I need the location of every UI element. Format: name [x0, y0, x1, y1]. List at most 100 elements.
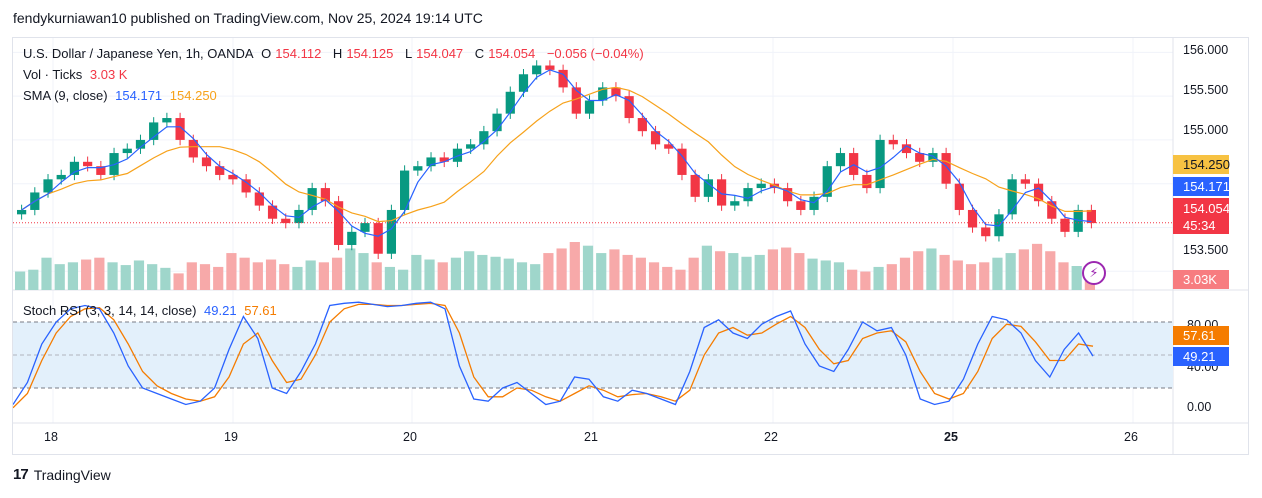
lightning-icon[interactable]: ⚡ — [1082, 261, 1106, 285]
volume-label[interactable]: Vol · Ticks — [23, 67, 83, 82]
candle-body — [135, 139, 146, 149]
stoch-d-value: 57.61 — [244, 303, 277, 318]
candle-body — [452, 148, 463, 162]
volume-bar — [886, 264, 897, 290]
candle-body — [558, 69, 568, 88]
candle-body — [505, 91, 515, 114]
candle-body — [690, 174, 700, 197]
volume-bar — [94, 257, 105, 290]
volume-bar — [490, 256, 501, 290]
volume-bar — [847, 269, 858, 290]
candle-body — [1007, 179, 1017, 215]
volume-bar — [569, 242, 580, 290]
time-tick: 22 — [764, 430, 778, 444]
candle-body — [598, 87, 608, 101]
time-tick: 20 — [403, 430, 417, 444]
volume-bar — [464, 251, 475, 290]
volume-bar — [1045, 251, 1056, 290]
close-label: C — [474, 46, 485, 61]
volume-bar — [450, 257, 462, 290]
volume-bar — [384, 266, 396, 290]
candle-body — [1073, 209, 1083, 232]
candle-body — [888, 139, 898, 145]
candle-body — [624, 96, 634, 119]
close-value: 154.054 — [488, 46, 536, 61]
volume-bar — [820, 260, 831, 290]
candle-body — [241, 179, 251, 193]
candle-body — [400, 170, 410, 210]
candle-body — [716, 179, 727, 206]
candle-body — [532, 65, 542, 75]
candle-body — [149, 122, 159, 140]
stoch-k-line — [13, 301, 1094, 406]
candle-body — [1047, 201, 1057, 219]
volume-bar — [794, 253, 805, 290]
volume-bar — [754, 254, 765, 290]
volume-bar — [781, 247, 792, 290]
volume-bar — [596, 253, 607, 290]
volume-bar — [398, 269, 409, 290]
candle-body — [17, 209, 27, 215]
candle-body — [875, 139, 885, 189]
volume-bar — [411, 254, 422, 290]
candle-body — [492, 113, 502, 132]
candle-body — [849, 153, 859, 175]
volume-bar — [926, 248, 937, 290]
volume-bar — [1058, 262, 1069, 290]
candle-body — [518, 74, 529, 92]
stoch-tick: 0.00 — [1187, 400, 1212, 414]
volume-bar — [503, 258, 514, 290]
candle-body — [637, 118, 647, 132]
volume-bar — [305, 260, 316, 290]
candle-body — [1060, 218, 1070, 232]
candle-body — [611, 87, 621, 97]
candle-body — [333, 201, 344, 245]
candle-body — [769, 183, 780, 189]
price-tick: 155.000 — [1183, 123, 1229, 137]
volume-bar — [741, 256, 752, 290]
candle-body — [320, 188, 330, 202]
volume-bar — [952, 260, 963, 290]
candle-body — [56, 174, 66, 180]
chart-area[interactable] — [12, 37, 1249, 455]
time-tick: 19 — [224, 430, 238, 444]
volume-bar — [279, 264, 290, 290]
candle-body — [466, 144, 476, 149]
volume-bar — [133, 260, 145, 290]
volume-bar — [358, 253, 369, 290]
volume-bar — [833, 262, 845, 290]
candle-body — [96, 166, 106, 175]
candle-body — [954, 183, 964, 210]
volume-bar — [913, 251, 924, 290]
volume-bar — [265, 259, 277, 290]
candle-body — [571, 87, 581, 114]
volume-bar — [635, 257, 646, 290]
volume-bar — [807, 258, 818, 290]
footer-brand[interactable]: 17 TradingView — [13, 466, 111, 483]
symbol-name[interactable]: U.S. Dollar / Japanese Yen, 1h, OANDA — [23, 46, 254, 61]
volume-bar — [609, 249, 620, 290]
volume-bar — [899, 257, 911, 290]
candle-body — [796, 201, 806, 210]
candle-body — [1020, 179, 1030, 184]
volume-bar — [213, 266, 224, 290]
volume-bar — [992, 257, 1003, 290]
candle-body — [835, 153, 846, 167]
candle-body — [809, 196, 819, 210]
volume-bar — [67, 262, 79, 290]
chart-svg[interactable] — [13, 38, 1248, 454]
volume-bar — [582, 245, 594, 290]
bar-countdown: 45:34 — [1183, 218, 1216, 233]
time-tick: 21 — [584, 430, 598, 444]
time-tick: 26 — [1124, 430, 1138, 444]
sma-label[interactable]: SMA (9, close) — [23, 88, 108, 103]
volume-bar — [41, 257, 52, 290]
high-value: 154.125 — [346, 46, 394, 61]
candle-body — [69, 161, 80, 175]
volume-bar — [107, 262, 118, 290]
volume-bar — [120, 265, 131, 290]
sma-fast-value: 154.171 — [115, 88, 163, 103]
volume-bar — [252, 262, 263, 290]
stoch-label[interactable]: Stoch RSI (3, 3, 14, 14, close) — [23, 303, 197, 318]
